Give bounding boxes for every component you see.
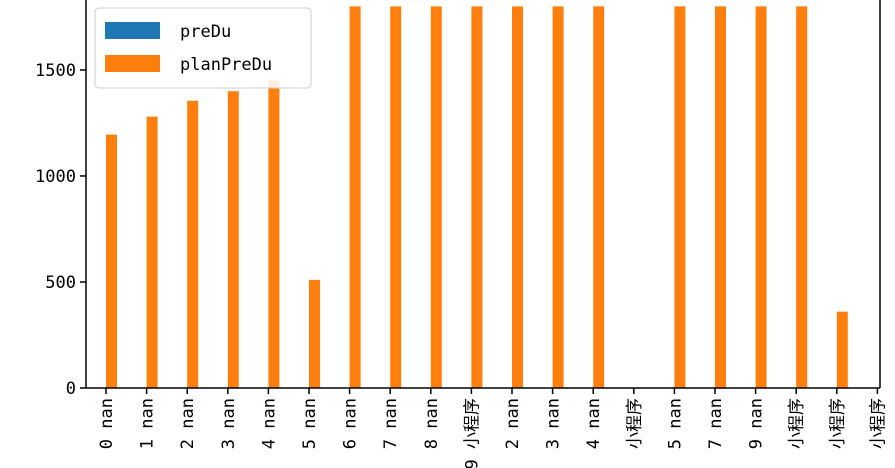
x-tick-label: 小程序: [625, 398, 645, 449]
bar-planPreDu-8: [430, 6, 442, 388]
legend: preDu planPreDu: [94, 7, 312, 89]
x-tick-label: 小程序: [868, 398, 888, 449]
y-tick-label: 1500: [35, 61, 76, 81]
y-axis: 0 500 1000 1500: [35, 61, 86, 399]
axes-frame: [85, 0, 881, 389]
x-tick-label: 8 nan: [422, 398, 442, 449]
x-tick-label: 2 nan: [178, 398, 198, 449]
x-tick-label: 1 nan: [138, 398, 158, 449]
legend-swatch-preDu: [105, 22, 160, 39]
x-tick-label: 9 nan: [747, 398, 767, 449]
legend-box: [94, 7, 312, 89]
x-tick-label: 2 nan: [503, 398, 523, 449]
bar-planPreDu-7: [390, 6, 402, 388]
bar-planPreDu-10: [512, 6, 523, 388]
bar-planPreDu-17: [796, 6, 808, 388]
bar-planPreDu-16: [755, 6, 767, 388]
bar-planPreDu-4: [268, 80, 280, 389]
x-tick-label: 0 nan: [97, 398, 117, 449]
bar-planPreDu-12: [593, 6, 605, 388]
legend-swatch-planPreDu: [105, 55, 160, 72]
x-tick-label: 3 nan: [219, 398, 239, 449]
x-tick-label: 7 nan: [706, 398, 726, 449]
bar-planPreDu-5: [309, 279, 320, 388]
bar-planPreDu-14: [674, 6, 686, 388]
bar-planPreDu-15: [715, 6, 726, 388]
bars-layer: [106, 6, 848, 389]
bar-planPreDu-6: [349, 6, 361, 388]
legend-label-planPreDu: planPreDu: [180, 55, 272, 75]
legend-label-preDu: preDu: [180, 22, 231, 42]
bar-planPreDu-1: [146, 116, 158, 388]
y-tick-label: 0: [66, 379, 76, 399]
x-tick-label: 5 nan: [665, 398, 685, 449]
x-tick-label: 4 nan: [584, 398, 604, 449]
x-tick-label: 9 小程序: [462, 398, 482, 468]
bar-planPreDu-18: [836, 311, 848, 388]
x-tick-label: 6 nan: [341, 398, 361, 449]
x-tick-label: 小程序: [828, 398, 848, 449]
bar-planPreDu-11: [552, 6, 564, 388]
x-tick-label: 小程序: [787, 398, 807, 449]
x-tick-label: 4 nan: [259, 398, 279, 449]
y-tick-label: 500: [45, 273, 76, 293]
y-tick-label: 1000: [35, 167, 76, 187]
bar-planPreDu-9: [471, 6, 483, 388]
bar-planPreDu-2: [187, 100, 199, 388]
bar-planPreDu-0: [106, 134, 117, 388]
x-tick-label: 5 nan: [300, 398, 320, 449]
x-tick-label: 3 nan: [544, 398, 564, 449]
x-tick-label: 7 nan: [381, 398, 401, 449]
bar-planPreDu-3: [227, 91, 239, 388]
x-axis: 0 nan 1 nan 2 nan 3 nan 4 nan 5 nan 6 nan 7 nan…: [97, 388, 888, 468]
